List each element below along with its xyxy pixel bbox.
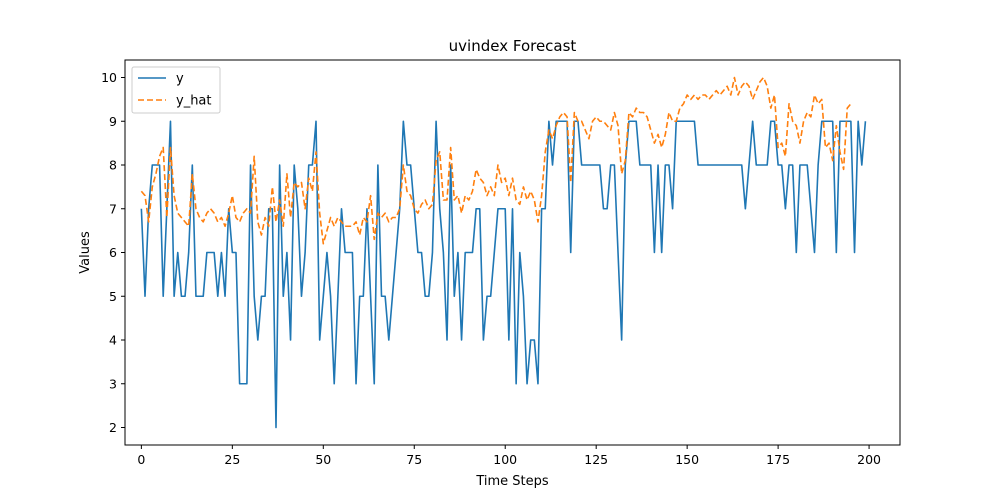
y-tick-label: 10: [101, 70, 117, 85]
plot-area: [140, 76, 867, 429]
x-tick-label: 200: [857, 452, 881, 467]
chart-title: uvindex Forecast: [449, 37, 577, 55]
x-tick-label: 50: [315, 452, 331, 467]
x-tick-label: 100: [493, 452, 517, 467]
legend-label-y-hat: y_hat: [176, 94, 212, 109]
y-tick-label: 6: [109, 245, 117, 260]
axes: 0 25 50 75 100 125 150 175 200 2 3 4 5 6 7 8 9 10: [101, 70, 881, 467]
x-tick-label: 125: [584, 452, 608, 467]
x-axis-label: Time Steps: [475, 474, 549, 489]
series-line-y-hat: [140, 76, 852, 245]
x-tick-label: 150: [675, 452, 699, 467]
y-axis-label: Values: [78, 231, 93, 274]
y-tick-label: 3: [109, 376, 117, 391]
legend: y y_hat: [131, 66, 221, 114]
x-tick-label: 175: [766, 452, 790, 467]
y-tick-label: 4: [109, 333, 117, 348]
y-tick-label: 2: [109, 420, 117, 435]
y-tick-label: 9: [109, 114, 117, 129]
x-tick-label: 0: [137, 452, 145, 467]
y-tick-label: 7: [109, 201, 117, 216]
legend-label-y: y: [176, 72, 184, 87]
x-tick-label: 25: [224, 452, 240, 467]
series-line-y: [140, 120, 867, 429]
y-tick-label: 8: [109, 158, 117, 173]
x-tick-label: 75: [406, 452, 422, 467]
y-tick-label: 5: [109, 289, 117, 304]
